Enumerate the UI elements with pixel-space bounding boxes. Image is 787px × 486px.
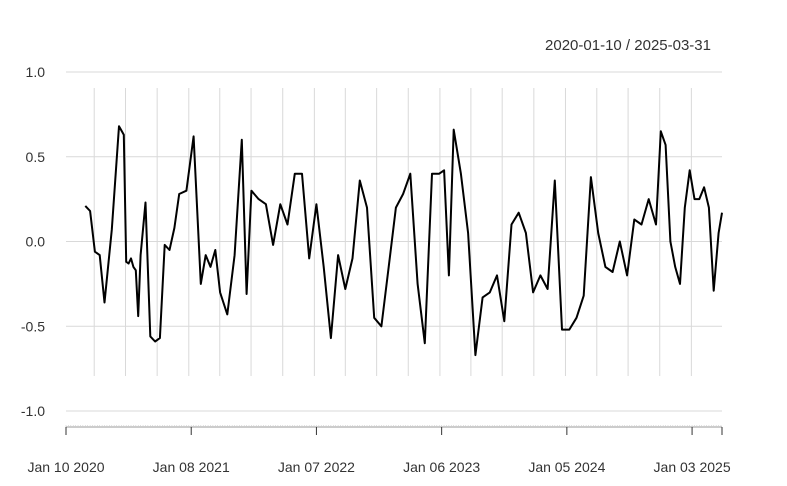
x-axis-minor-ticks (65, 425, 722, 428)
y-tick-label-3: -0.5 (21, 318, 45, 334)
horizontal-gridlines (66, 71, 722, 412)
x-tick-label-4: Jan 05 2024 (528, 459, 605, 475)
x-axis-major-ticks (65, 427, 723, 435)
vertical-gridlines (93, 88, 692, 376)
y-tick-label-0: 1.0 (26, 64, 46, 80)
x-tick-label-0: Jan 10 2020 (27, 459, 104, 475)
x-tick-label-1: Jan 08 2021 (153, 459, 230, 475)
x-tick-label-5: Jan 03 2025 (654, 459, 731, 475)
x-axis-labels: Jan 10 2020 Jan 08 2021 Jan 07 2022 Jan 06 … (27, 459, 730, 475)
y-tick-label-1: 0.5 (26, 149, 46, 165)
series-line (84, 125, 723, 357)
x-tick-label-2: Jan 07 2022 (278, 459, 355, 475)
y-tick-label-4: -1.0 (21, 403, 45, 419)
chart-title: 2020-01-10 / 2025-03-31 (545, 37, 711, 54)
y-tick-label-2: 0.0 (26, 234, 46, 250)
x-tick-label-3: Jan 06 2023 (403, 459, 480, 475)
y-axis-labels: 1.0 0.5 0.0 -0.5 -1.0 (21, 64, 45, 419)
